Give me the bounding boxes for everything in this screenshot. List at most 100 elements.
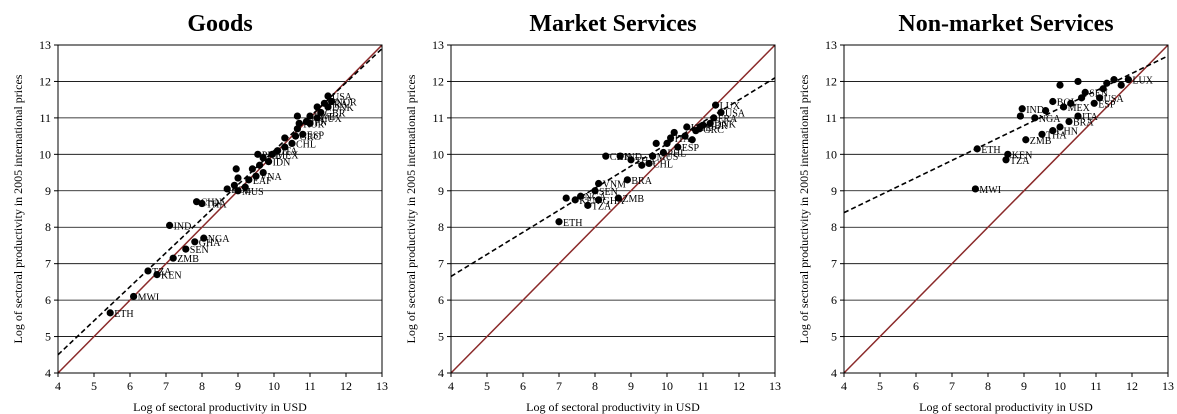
- y-tick-label: 5: [831, 330, 837, 344]
- data-point: [1067, 99, 1075, 107]
- x-axis-label: Log of sectoral productivity in USD: [526, 400, 700, 414]
- y-tick-label: 6: [45, 293, 51, 307]
- plot-frame: [843, 44, 1169, 374]
- data-point: [971, 185, 979, 193]
- point-label: GRC: [703, 125, 724, 136]
- data-point: [584, 201, 592, 209]
- data-point: [1117, 81, 1125, 89]
- data-point: [1124, 76, 1132, 84]
- x-tick-label: 6: [520, 379, 526, 393]
- data-point: [274, 147, 282, 155]
- y-tick-label: 6: [831, 293, 837, 307]
- data-point: [681, 132, 689, 140]
- x-tick-label: 5: [91, 379, 97, 393]
- x-tick-label: 11: [304, 379, 316, 393]
- point-label: MWI: [138, 292, 160, 303]
- point-label: GBR: [707, 121, 728, 132]
- data-point: [645, 159, 653, 168]
- x-axis-label: Log of sectoral productivity in USD: [133, 400, 307, 414]
- x-tick-label: 9: [1021, 379, 1027, 393]
- x-tick-label: 4: [55, 379, 61, 393]
- point-label: VNM: [603, 179, 626, 190]
- data-point: [674, 143, 682, 151]
- point-label: CHL: [296, 139, 316, 150]
- data-point: [683, 123, 691, 131]
- point-label: FRA: [718, 114, 738, 125]
- x-tick-label: 8: [592, 379, 598, 393]
- data-point: [306, 112, 314, 120]
- data-point: [699, 121, 707, 129]
- y-tick-label: 10: [432, 147, 444, 161]
- data-point: [571, 196, 579, 204]
- point-label: USA: [1104, 94, 1125, 105]
- data-point: [232, 165, 240, 173]
- point-label: IND: [174, 221, 192, 232]
- y-tick-label: 12: [432, 74, 444, 88]
- point-label: NGA: [208, 234, 230, 245]
- data-point: [254, 150, 262, 158]
- point-label: EAF: [253, 176, 272, 187]
- point-label: LUX: [1132, 76, 1153, 87]
- point-label: CHN: [201, 198, 222, 209]
- point-label: ZMB: [622, 194, 644, 205]
- data-point: [268, 150, 276, 158]
- point-label: FRA: [328, 99, 348, 110]
- y-tick-label: 8: [45, 220, 51, 234]
- data-point: [328, 97, 336, 106]
- data-point: [1096, 94, 1104, 102]
- data-point: [293, 125, 301, 133]
- y-axis-label: Log of sectoral productivity in 2005 int…: [404, 74, 418, 343]
- data-point: [717, 108, 725, 117]
- data-point: [602, 152, 610, 160]
- x-axis-label: Log of sectoral productivity in USD: [919, 400, 1093, 414]
- point-label: MEX: [1068, 103, 1091, 114]
- x-tick-label: 12: [733, 379, 745, 393]
- point-label: SEN: [190, 245, 209, 256]
- point-label: IDN: [273, 158, 291, 169]
- data-point: [652, 139, 660, 147]
- point-label: ITA: [1082, 112, 1099, 123]
- point-label: GHA: [603, 196, 625, 207]
- data-point: [252, 172, 260, 180]
- data-point: [200, 234, 208, 242]
- chart-title: Non-market Services: [898, 11, 1113, 37]
- point-label: GBR: [325, 108, 346, 119]
- x-tick-label: 5: [877, 379, 883, 393]
- data-point: [1056, 123, 1064, 131]
- point-label: NGA: [1039, 114, 1061, 125]
- data-point: [259, 168, 267, 177]
- point-label: BOL: [1057, 97, 1077, 108]
- y-tick-label: 5: [438, 330, 444, 344]
- data-point: [230, 181, 238, 189]
- point-label: DNK: [714, 119, 736, 130]
- point-label: ESP: [682, 143, 700, 154]
- plot-frame: [450, 44, 776, 374]
- x-tick-label: 9: [628, 379, 634, 393]
- data-point: [106, 309, 114, 317]
- point-label: LUX: [720, 101, 741, 112]
- data-point: [245, 176, 253, 184]
- identity-line: [450, 44, 776, 374]
- fit-line: [57, 48, 383, 356]
- x-tick-label: 7: [949, 379, 955, 393]
- y-tick-label: 8: [438, 220, 444, 234]
- point-label: ESP: [1098, 99, 1116, 110]
- x-tick-label: 7: [163, 379, 169, 393]
- x-tick-label: 10: [661, 379, 673, 393]
- data-point: [241, 183, 249, 191]
- y-tick-label: 13: [825, 38, 837, 52]
- point-label: JPN: [310, 118, 327, 129]
- chart-non-market-services: Non-market Services MWI ETH TZA KEN ZMB THA CHN…: [786, 0, 1177, 414]
- data-point: [555, 218, 563, 226]
- point-label: BRA: [1073, 118, 1094, 129]
- x-tick-label: 11: [1090, 379, 1102, 393]
- point-label: MEX: [276, 150, 299, 161]
- point-label: CHN: [1057, 127, 1078, 138]
- point-label: THA: [1046, 130, 1067, 141]
- x-tick-label: 8: [199, 379, 205, 393]
- point-label: MUS: [242, 187, 264, 198]
- data-point: [1110, 76, 1118, 84]
- data-point: [1049, 97, 1057, 106]
- data-point: [670, 128, 678, 137]
